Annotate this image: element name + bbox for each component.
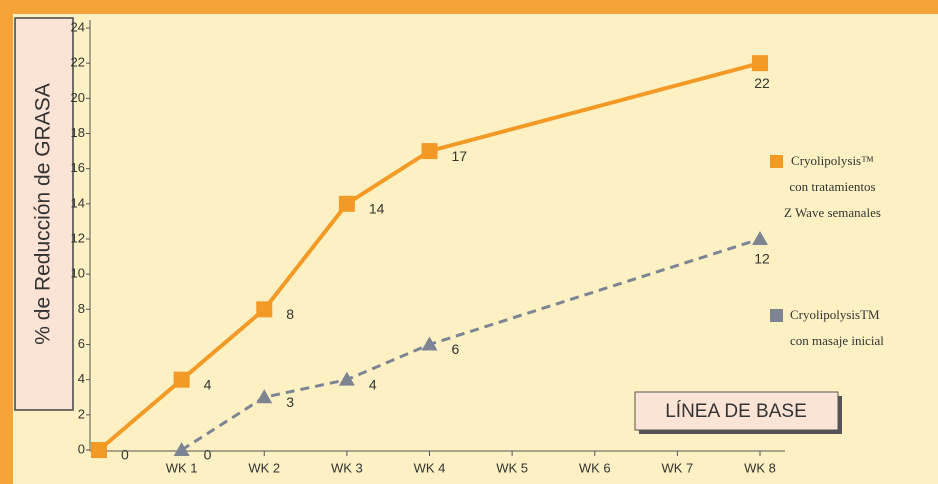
y-tick-label: 0 bbox=[78, 441, 85, 456]
legend-swatch bbox=[770, 155, 783, 168]
data-label: 6 bbox=[452, 341, 460, 357]
data-label: 3 bbox=[286, 394, 294, 410]
point bbox=[752, 55, 768, 72]
annotation: LÍNEA DE BASE bbox=[665, 401, 807, 422]
y-tick-label: 4 bbox=[78, 371, 85, 386]
y-tick-label: 22 bbox=[71, 55, 85, 70]
y-tick-label: 12 bbox=[71, 230, 85, 245]
frame-top bbox=[0, 0, 938, 14]
y-tick-label: 10 bbox=[71, 266, 85, 281]
x-tick-label: WK 2 bbox=[248, 460, 280, 475]
data-label: 8 bbox=[286, 306, 294, 322]
x-tick-label: WK 1 bbox=[166, 460, 198, 475]
data-label: 17 bbox=[452, 148, 468, 164]
data-label: 4 bbox=[369, 376, 377, 392]
x-tick-label: WK 7 bbox=[661, 460, 693, 475]
y-tick-label: 8 bbox=[78, 301, 85, 316]
legend-label: CryolipolysisTM con masaje inicial bbox=[790, 307, 884, 348]
point bbox=[338, 371, 355, 386]
data-label: 0 bbox=[204, 447, 212, 463]
point bbox=[752, 231, 768, 245]
y-tick-label: 6 bbox=[78, 336, 85, 351]
point bbox=[338, 195, 355, 212]
data-label: 22 bbox=[754, 75, 770, 91]
x-tick-label: WK 5 bbox=[496, 460, 528, 475]
y-tick-label: 14 bbox=[71, 195, 85, 210]
point bbox=[421, 336, 438, 351]
data-label: 0 bbox=[121, 447, 129, 463]
y-tick-label: 18 bbox=[71, 125, 85, 140]
x-tick-label: WK 8 bbox=[744, 460, 776, 475]
data-label: 12 bbox=[754, 251, 770, 267]
x-tick-label: WK 6 bbox=[579, 460, 611, 475]
annotation-box bbox=[634, 391, 839, 431]
point bbox=[256, 301, 273, 318]
x-tick-label: WK 3 bbox=[331, 460, 363, 475]
y-tick-label: 2 bbox=[78, 406, 85, 421]
y-tick-label: 24 bbox=[71, 19, 85, 34]
y-axis-label: % de Reducción de GRASA bbox=[32, 83, 55, 344]
point bbox=[256, 389, 273, 404]
y-label-box bbox=[14, 17, 74, 411]
series-line bbox=[97, 61, 761, 452]
legend-label: Cryolipolysis™ con tratamientos Z Wave s… bbox=[784, 153, 881, 220]
y-tick-label: 16 bbox=[71, 160, 85, 175]
legend-swatch bbox=[770, 309, 783, 322]
frame-left bbox=[0, 0, 13, 484]
point bbox=[91, 442, 107, 458]
y-tick-label: 20 bbox=[71, 90, 85, 105]
point bbox=[173, 371, 190, 388]
data-label: 4 bbox=[204, 376, 212, 392]
x-tick-label: WK 4 bbox=[414, 460, 446, 475]
point bbox=[421, 143, 438, 160]
point bbox=[173, 442, 190, 456]
data-label: 14 bbox=[369, 201, 385, 217]
